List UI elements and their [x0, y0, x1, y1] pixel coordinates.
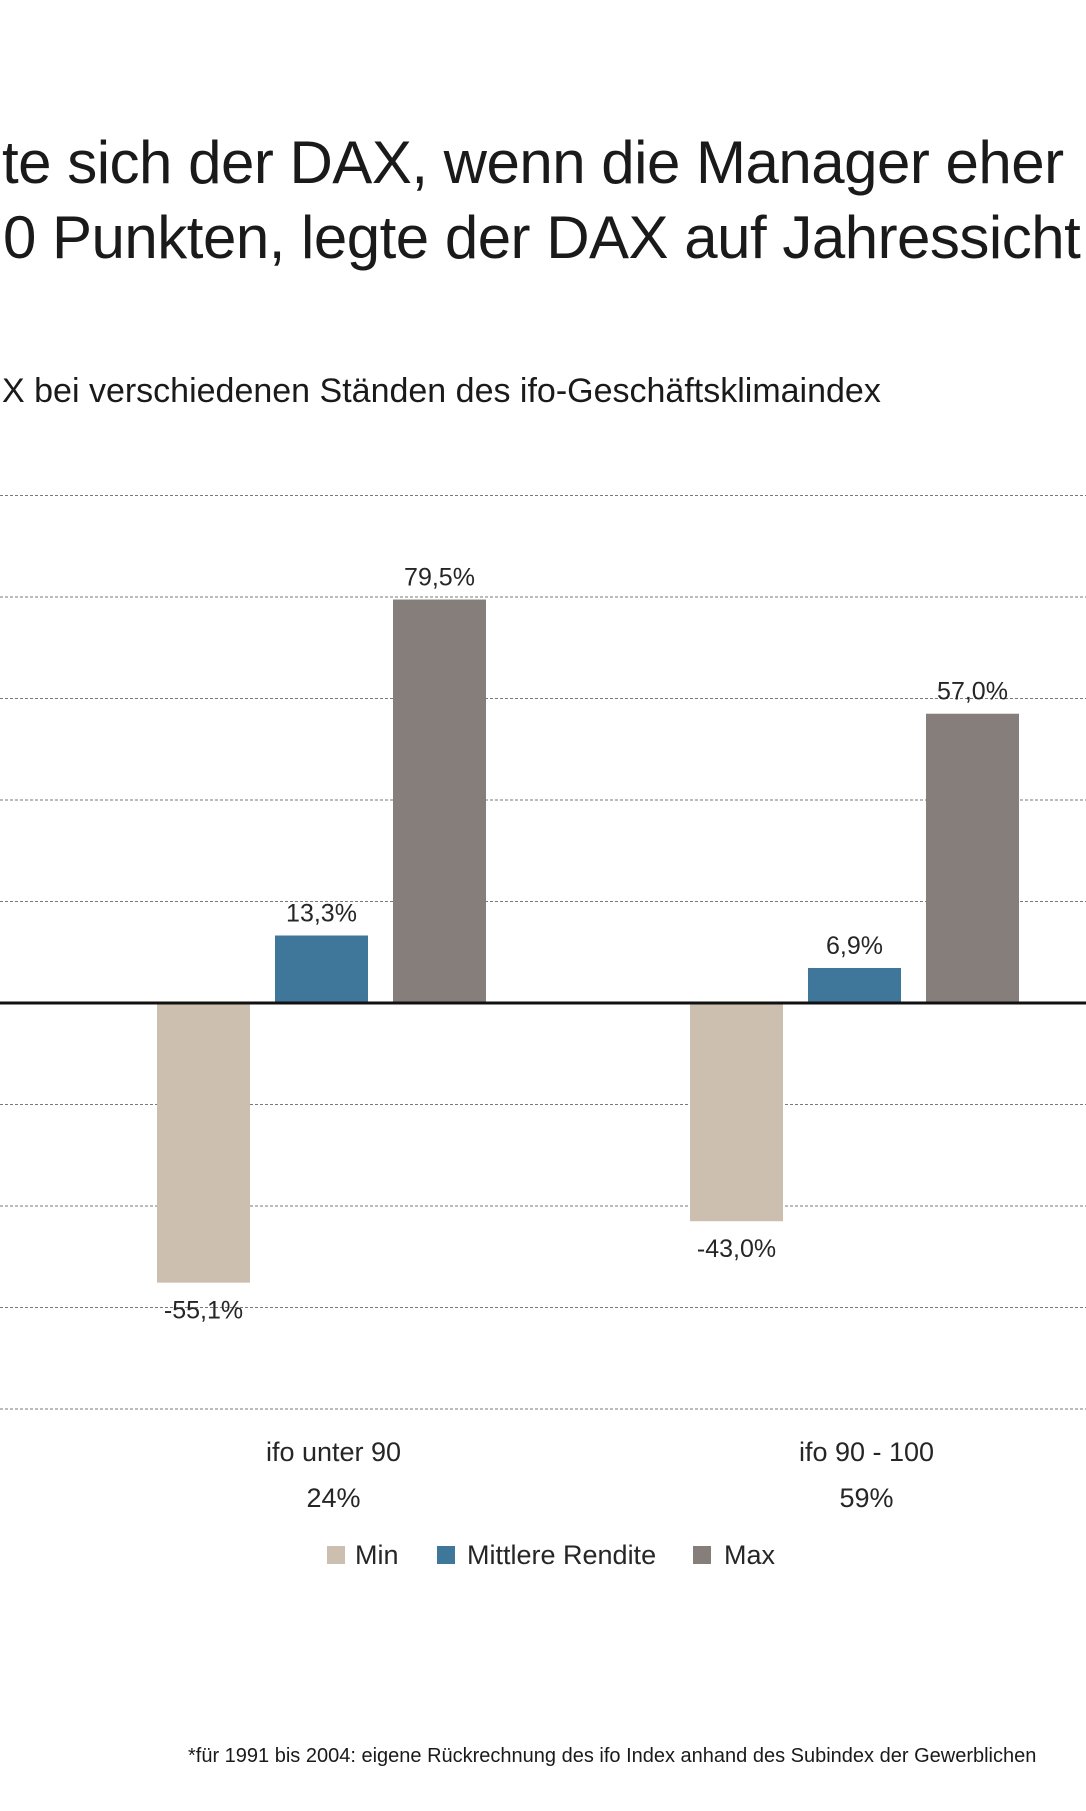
- legend-swatch: [693, 1546, 711, 1564]
- legend-swatch: [437, 1546, 455, 1564]
- data-label: 13,3%: [286, 900, 357, 928]
- footnote: *für 1991 bis 2004: eigene Rückrechnung …: [188, 1745, 1037, 1767]
- bar-max: [393, 599, 486, 1003]
- legend-label: Mittlere Rendite: [467, 1540, 656, 1570]
- bar-mittlere-rendite: [275, 935, 368, 1003]
- data-label: -43,0%: [697, 1235, 776, 1263]
- bar-min: [690, 1003, 783, 1222]
- bar-mittlere-rendite: [808, 967, 901, 1003]
- category-share: 59%: [839, 1483, 893, 1513]
- category-label: ifo unter 90: [266, 1437, 401, 1467]
- headline-line-2: 0 Punkten, legte der DAX auf Jahressicht: [3, 204, 1081, 271]
- data-label: 79,5%: [404, 564, 475, 592]
- data-label: 6,9%: [826, 932, 883, 960]
- legend-label: Max: [724, 1540, 776, 1570]
- data-label: 57,0%: [937, 678, 1008, 706]
- headline-line-1: te sich der DAX, wenn die Manager eher: [2, 129, 1064, 196]
- bar-min: [157, 1003, 250, 1283]
- chart-subtitle: X bei verschiedenen Ständen des ifo-Gesc…: [2, 372, 881, 410]
- bar-max: [926, 713, 1019, 1003]
- legend-swatch: [327, 1546, 345, 1564]
- data-label: -55,1%: [164, 1297, 243, 1325]
- category-share: 24%: [306, 1483, 360, 1513]
- category-label: ifo 90 - 100: [799, 1437, 934, 1467]
- legend-label: Min: [355, 1540, 399, 1570]
